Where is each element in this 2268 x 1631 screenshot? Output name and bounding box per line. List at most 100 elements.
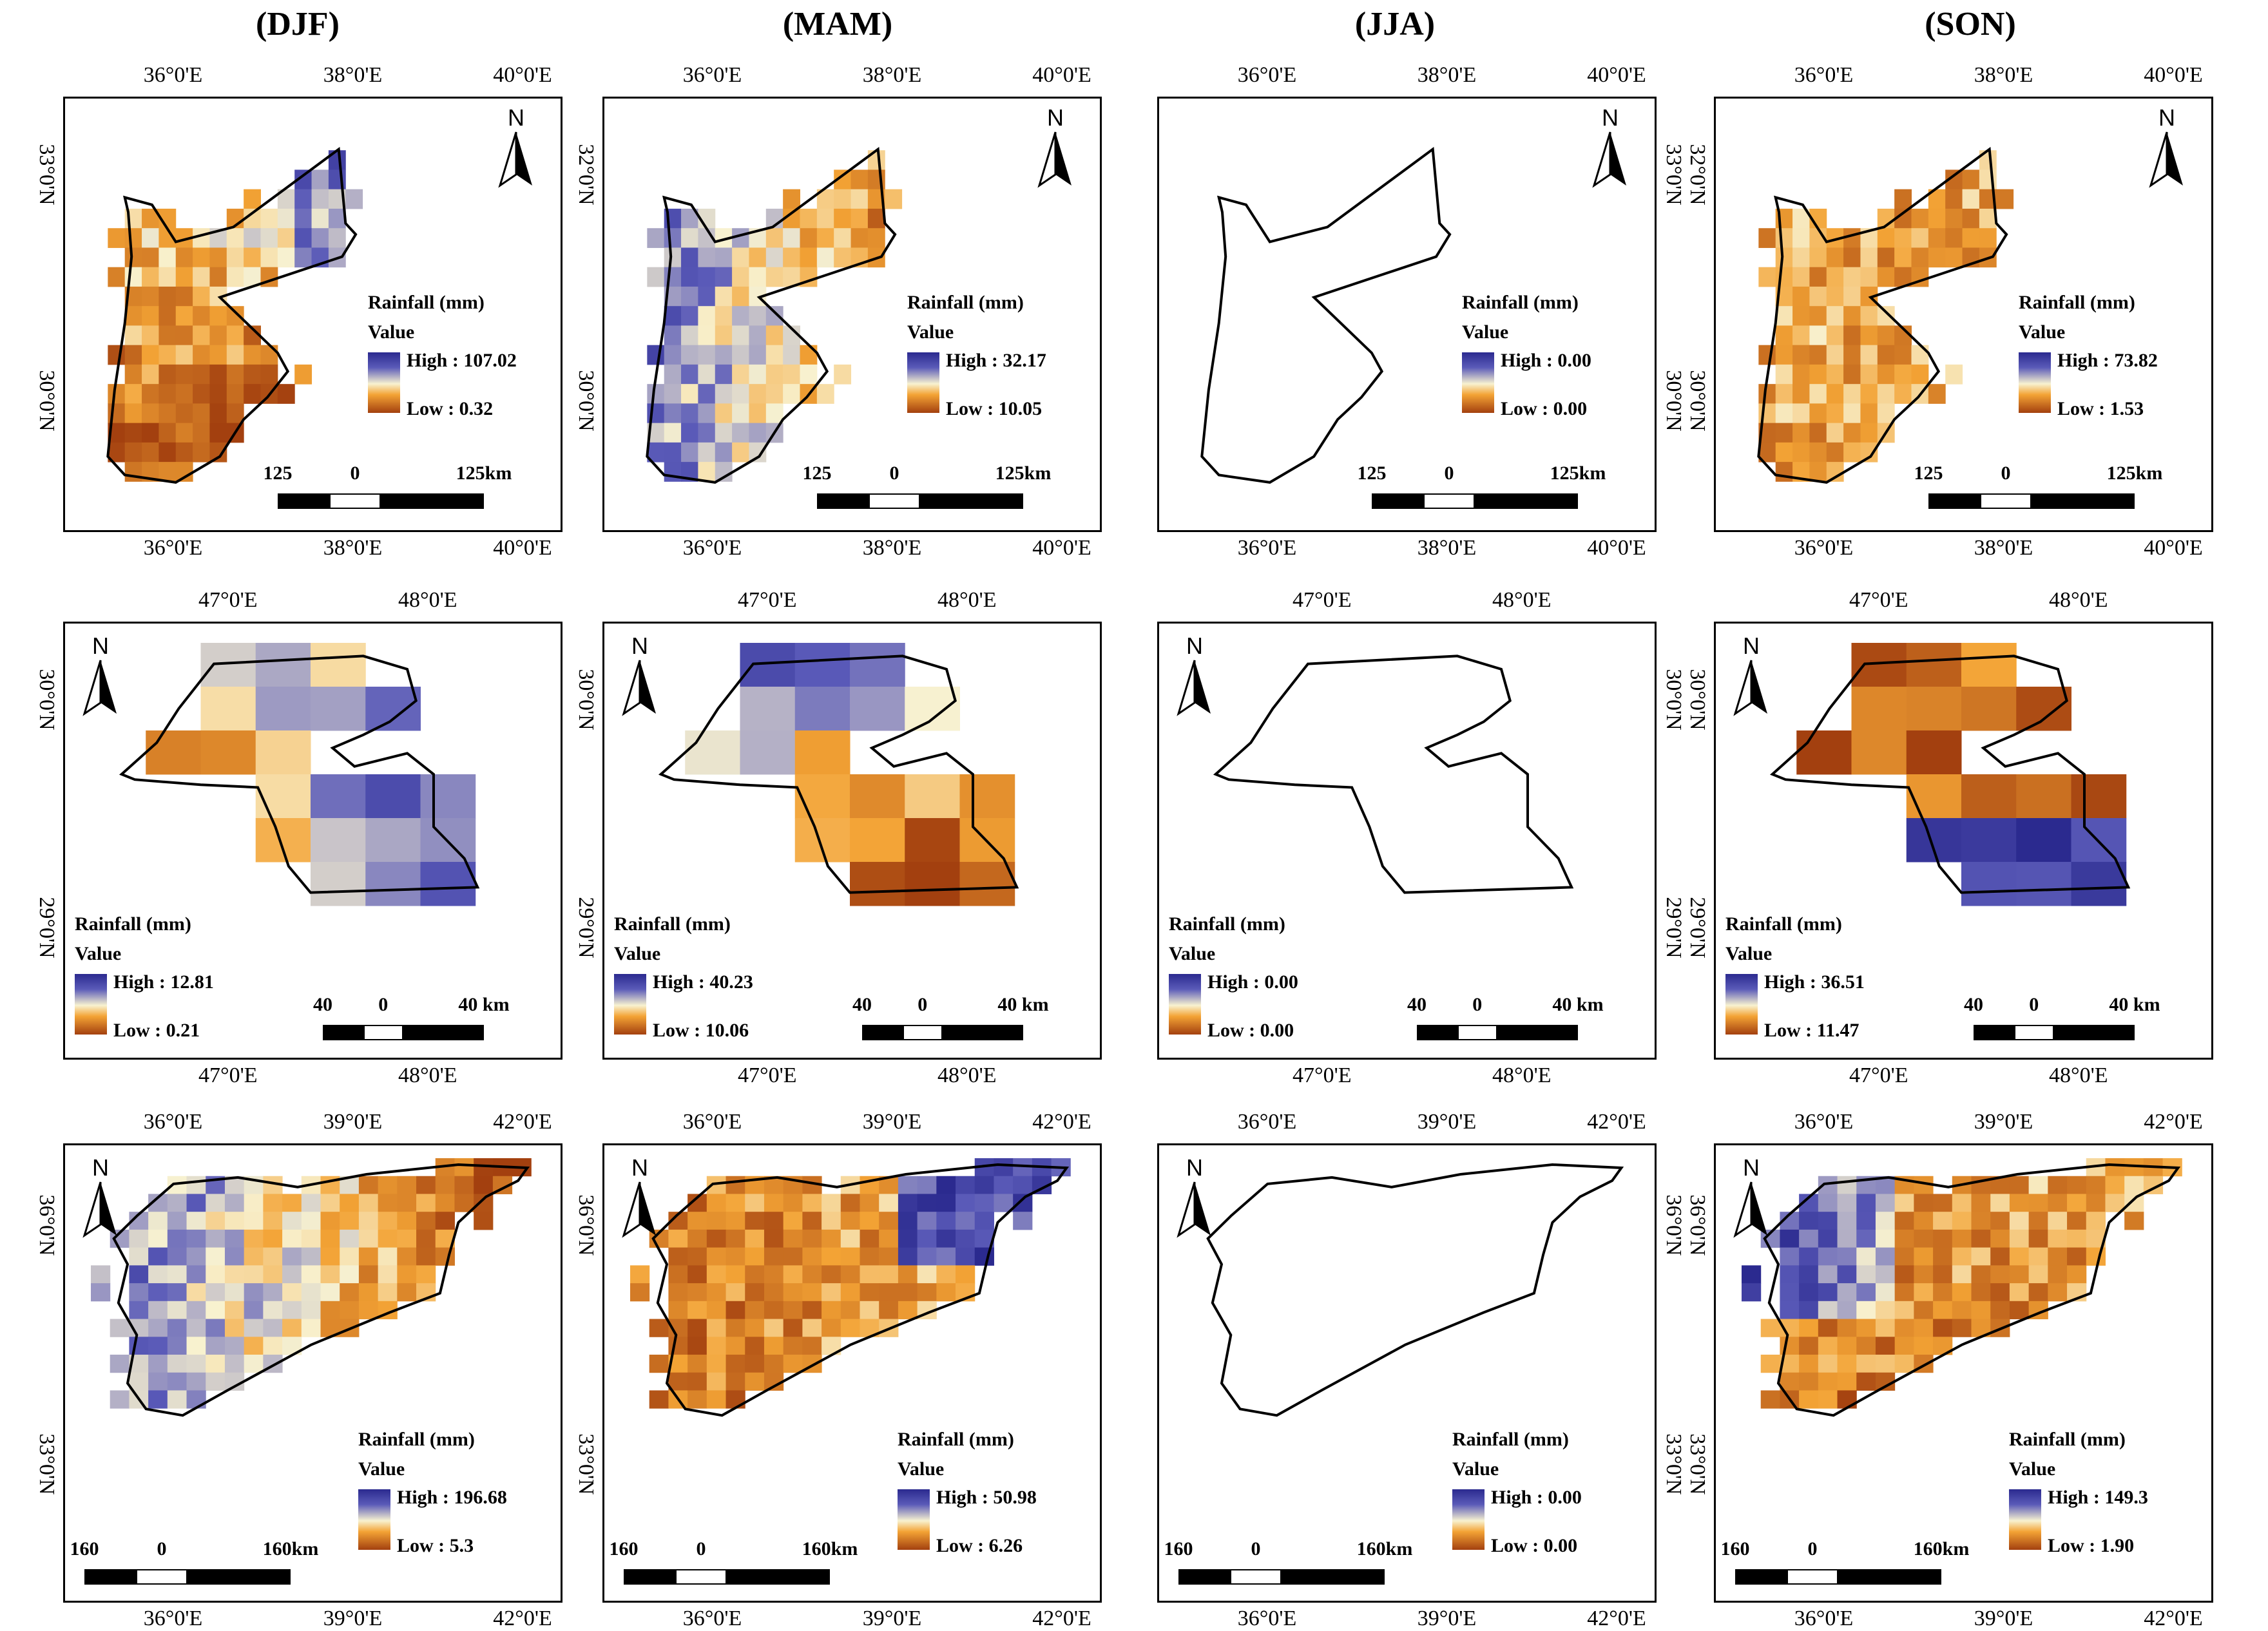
rainfall-cell [1961,774,2017,819]
rainfall-cell [732,364,749,385]
rainfall-cell [1875,1194,1896,1212]
rainfall-cell [834,228,852,248]
x-tick-label: 36°0'E [143,1607,203,1630]
legend-value-label: Value [2009,1458,2056,1480]
legend-color-ramp [368,352,400,413]
rainfall-cell [802,1194,822,1212]
rainfall-cell [311,208,329,229]
rainfall-cell [148,1355,168,1373]
scale-segment [363,1025,403,1040]
x-tick-label: 39°0'E [323,1110,383,1134]
rainfall-cell [1837,1372,1857,1391]
rainfall-cell [1809,345,1827,365]
rainfall-cell [1877,403,1895,424]
rainfall-cell [244,1229,264,1248]
rainfall-cell [397,1283,417,1302]
rainfall-cell [167,1229,187,1248]
scale-label-left: 160 [1720,1538,1750,1559]
rainfall-cell [1952,1301,1972,1320]
rainfall-cell [365,774,421,819]
country-outline [651,1163,1070,1417]
y-tick-label: 30°0'N [1686,370,1709,432]
scale-segment [136,1569,187,1585]
rainfall-cell [167,1212,187,1230]
rainfall-cell [867,208,885,229]
rainfall-cell [850,189,869,209]
rainfall-cell [1877,267,1895,287]
rainfall-cell [311,228,329,248]
rainfall-cell [822,1301,841,1320]
map-frame: N Rainfall (mm) Value High : 107.02 Low : 0.… [63,97,562,532]
rainfall-cell [209,325,227,346]
scale-label-mid: 0 [1807,1538,1818,1559]
rainfall-cell [834,247,852,268]
scale-segment [323,1025,363,1040]
rainfall-cell [630,1265,650,1284]
x-tick-label: 47°0'E [738,1063,797,1087]
rainfall-cell [905,774,960,819]
rainfall-cell [1826,286,1844,307]
legend-high: High : 40.23 [653,971,753,993]
rainfall-cell [1818,1372,1838,1391]
rainfall-cell [1792,403,1810,424]
rainfall-cell [956,1247,975,1266]
rainfall-cell [263,1247,283,1266]
rainfall-cell [1809,286,1827,307]
rainfall-cell [1952,1319,1972,1337]
rainfall-cell [800,208,818,229]
rainfall-cell [255,643,311,687]
rainfall-cell [311,169,329,190]
rainfall-cell [206,1212,226,1230]
rainfall-cell [867,228,885,248]
legend-color-ramp [1169,974,1201,1035]
rainfall-cell [206,1372,226,1391]
scale-label-right: 125km [1550,463,1606,484]
rainfall-cell [175,423,193,443]
rainfall-cell [840,1194,860,1212]
rainfall-cell [726,1337,745,1355]
rainfall-grid [1206,1163,1624,1417]
rainfall-cell [148,1229,168,1248]
rainfall-cell [1792,325,1810,346]
rainfall-cell [255,730,311,775]
rainfall-cell [1914,1265,1934,1284]
rainfall-cell [1818,1265,1838,1284]
rainfall-cell [1826,325,1844,346]
rainfall-cell [1911,247,1929,268]
scale-label-left: 125 [1914,463,1943,484]
legend-value-label: Value [2019,321,2066,343]
rainfall-cell [681,384,698,404]
rainfall-cell [1894,1247,1914,1266]
map-frame: N Rainfall (mm) Value High : 12.81 Low : 0.2… [63,622,562,1060]
rainfall-cell [263,1283,283,1302]
rainfall-cell [416,1247,436,1266]
rainfall-cell [698,462,716,482]
legend-value-label: Value [358,1458,405,1480]
rainfall-cell [764,1229,784,1248]
rainfall-cell [124,267,142,287]
rainfall-cell [740,730,796,775]
rainfall-cell [142,442,159,463]
rainfall-cell [794,818,850,863]
scale-label-right: 125km [456,463,512,484]
rainfall-cell [206,1301,226,1320]
rainfall-cell [664,384,682,404]
x-tick-label: 42°0'E [2144,1110,2203,1134]
rainfall-cell [328,228,346,248]
rainfall-cell [1799,1283,1819,1302]
rainfall-cell [850,862,905,906]
scale-label-left: 125 [1357,463,1387,484]
rainfall-cell [282,1229,302,1248]
rainfall-cell [193,403,210,424]
rainfall-cell [320,1247,340,1266]
rainfall-cell [193,286,210,307]
scale-segment [2054,1025,2135,1040]
scale-label-right: 40 km [997,994,1049,1015]
rainfall-cell [706,1247,727,1266]
rainfall-cell [159,247,177,268]
rainfall-cell [1809,247,1827,268]
x-tick-label: 48°0'E [398,588,457,612]
rainfall-cell [1860,442,1878,463]
rainfall-cell [1837,1283,1857,1302]
rainfall-cell [378,1283,398,1302]
